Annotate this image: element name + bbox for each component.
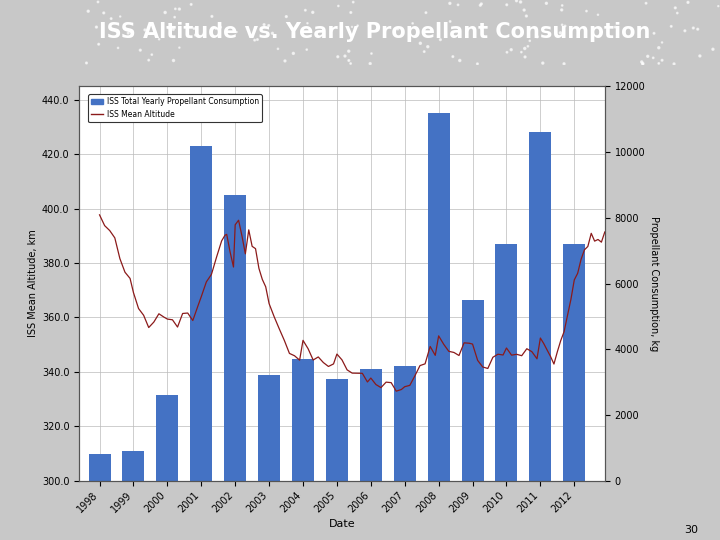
Bar <box>89 454 111 481</box>
Bar <box>360 369 382 481</box>
Legend: ISS Total Yearly Propellant Consumption, ISS Mean Altitude: ISS Total Yearly Propellant Consumption,… <box>89 94 262 122</box>
Bar <box>529 132 552 481</box>
Bar <box>495 244 518 481</box>
Text: 30: 30 <box>685 524 698 535</box>
Bar <box>292 359 314 481</box>
Bar <box>563 244 585 481</box>
Bar <box>156 395 179 481</box>
Bar <box>428 113 450 481</box>
Y-axis label: ISS Mean Altitude, km: ISS Mean Altitude, km <box>27 230 37 338</box>
Bar <box>462 300 484 481</box>
Bar <box>326 379 348 481</box>
X-axis label: Date: Date <box>329 519 355 529</box>
Bar <box>122 451 145 481</box>
Y-axis label: Propellant Consumption, kg: Propellant Consumption, kg <box>649 216 660 351</box>
Text: ISS Altitude vs. Yearly Propellant Consumption: ISS Altitude vs. Yearly Propellant Consu… <box>99 22 650 43</box>
Bar <box>224 195 246 481</box>
Bar <box>258 375 280 481</box>
Bar <box>394 366 415 481</box>
Bar <box>190 146 212 481</box>
